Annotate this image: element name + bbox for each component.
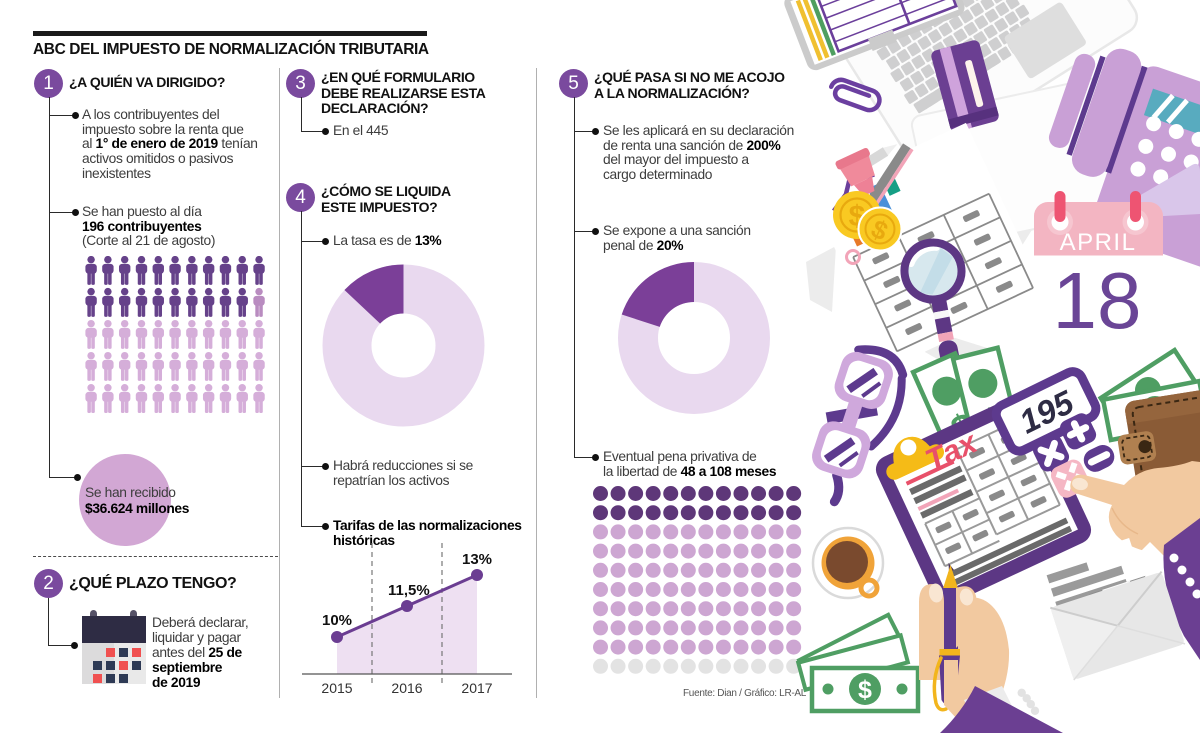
svg-text:APRIL: APRIL xyxy=(1060,229,1137,256)
svg-text:13%: 13% xyxy=(462,551,492,568)
svg-text:2017: 2017 xyxy=(461,680,492,696)
svg-text:18: 18 xyxy=(1053,256,1142,345)
svg-text:10%: 10% xyxy=(322,612,352,629)
svg-text:2015: 2015 xyxy=(321,680,352,696)
svg-text:11,5%: 11,5% xyxy=(388,582,430,599)
svg-text:2016: 2016 xyxy=(391,680,422,696)
svg-text:$: $ xyxy=(858,676,872,704)
